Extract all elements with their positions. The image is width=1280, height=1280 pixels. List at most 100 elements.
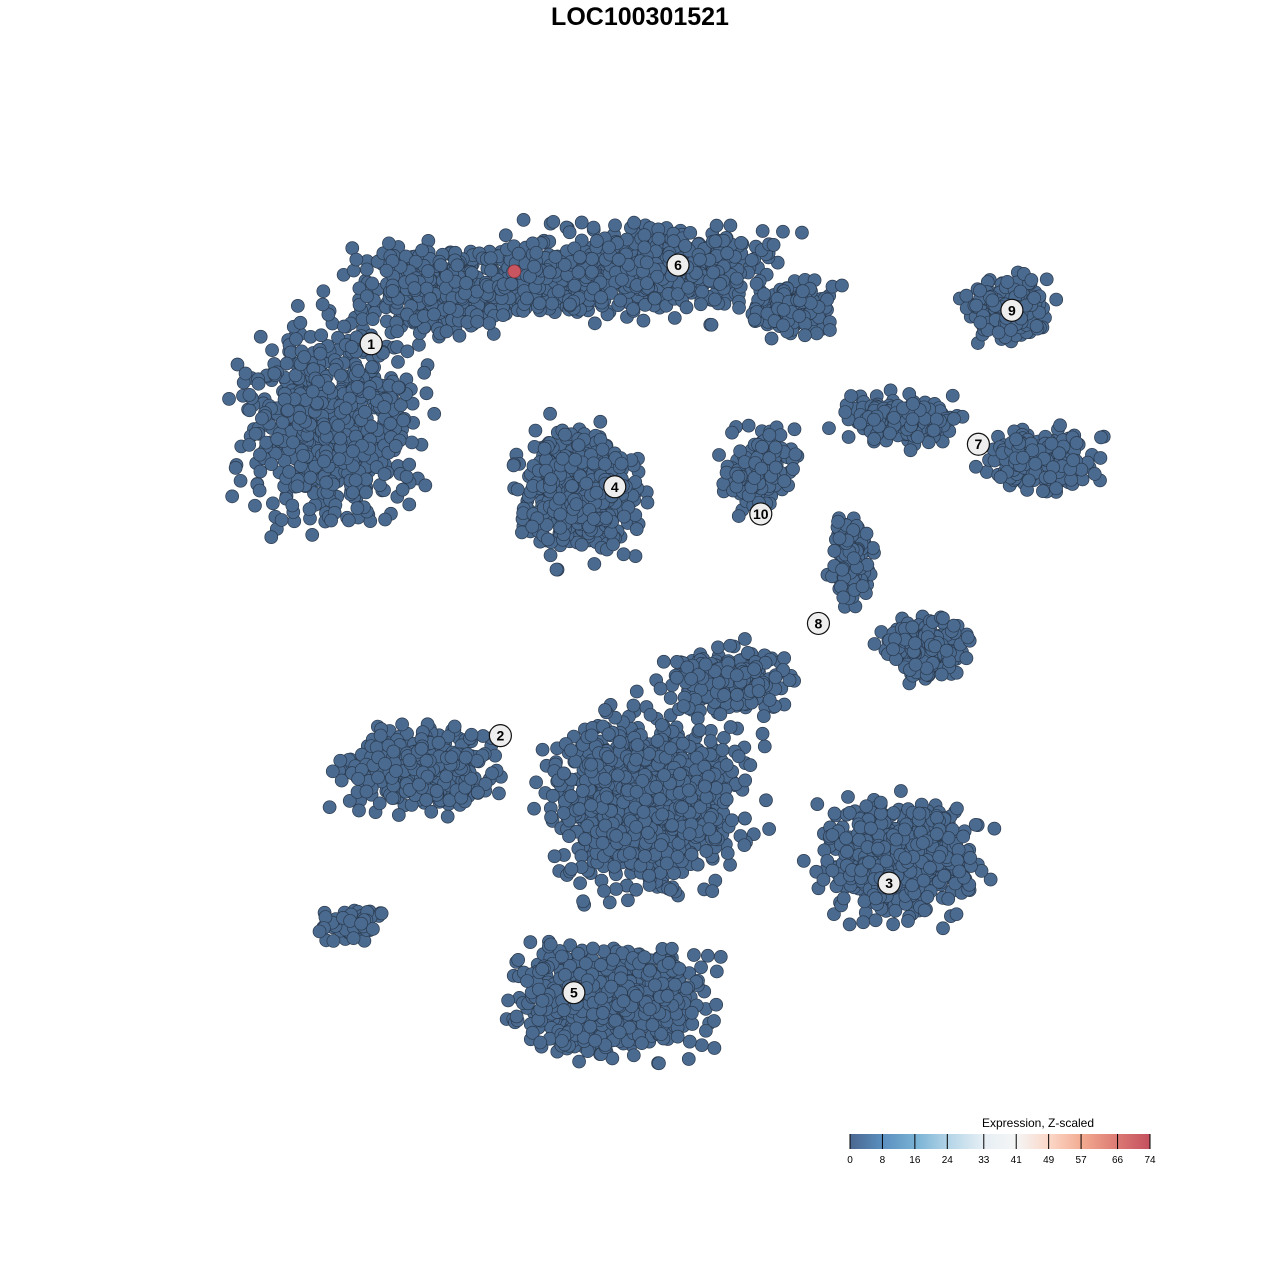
cell-point <box>391 355 405 369</box>
cell-point <box>993 470 1008 484</box>
cell-point <box>279 356 294 371</box>
cell-point <box>628 549 643 563</box>
cell-point <box>391 808 406 822</box>
cell-point <box>614 456 629 471</box>
cell-point <box>680 660 695 675</box>
cell-point <box>762 428 777 442</box>
cell-point <box>391 380 406 395</box>
cell-point <box>626 302 640 316</box>
cell-point <box>1094 430 1108 445</box>
cell-point <box>553 520 568 535</box>
cell-point <box>315 297 330 312</box>
cell-point <box>969 298 984 313</box>
cell-point <box>345 485 360 500</box>
cell-point <box>588 316 602 331</box>
cell-point <box>230 357 245 372</box>
cell-point <box>768 460 783 475</box>
cell-point <box>768 670 783 685</box>
cell-point <box>1021 473 1036 488</box>
cell-point <box>378 512 392 527</box>
cell-point <box>776 302 791 317</box>
cell-point <box>788 447 803 462</box>
cell-point <box>754 461 769 476</box>
cell-point <box>599 511 613 525</box>
cell-point <box>332 452 347 467</box>
cell-point <box>555 451 570 466</box>
cell-point <box>365 312 380 326</box>
cell-point <box>405 435 419 450</box>
cell-point <box>908 636 922 651</box>
cell-point <box>713 276 727 291</box>
cell-point <box>285 498 300 513</box>
cell-point <box>653 681 668 696</box>
cell-point <box>755 726 770 741</box>
cell-point <box>713 707 728 722</box>
cell-point <box>296 449 311 463</box>
cell-point <box>827 544 842 558</box>
cell-point <box>617 509 631 524</box>
cell-point <box>693 252 707 267</box>
cell-point <box>346 444 360 459</box>
cell-point <box>586 456 601 471</box>
cell-point <box>265 496 280 511</box>
cell-point <box>511 246 526 261</box>
cell-point <box>795 284 810 298</box>
cell-point <box>316 284 331 299</box>
cell-point <box>549 562 564 577</box>
cell-point <box>418 478 433 493</box>
cell-point <box>253 447 267 462</box>
cell-point <box>832 531 847 546</box>
cell-point <box>390 324 405 339</box>
cell-point <box>552 491 567 506</box>
cell-point <box>756 709 771 724</box>
cell-point <box>476 729 490 743</box>
cell-point <box>905 412 920 427</box>
cell-point <box>365 360 379 374</box>
cell-point <box>253 464 268 479</box>
cell-point <box>926 423 941 438</box>
cell-point <box>586 220 601 235</box>
cell-point <box>242 403 257 418</box>
cell-point <box>333 753 348 768</box>
cell-point <box>741 418 756 433</box>
cell-point <box>442 301 457 315</box>
cell-point <box>470 785 485 800</box>
cell-point <box>585 252 599 266</box>
cell-point <box>415 243 429 258</box>
cell-point <box>506 458 521 473</box>
cell-point <box>1009 432 1023 447</box>
cell-point <box>615 272 629 287</box>
cell-point <box>751 684 766 698</box>
cell-point <box>248 426 263 441</box>
cell-point <box>412 777 426 792</box>
cell-point <box>706 265 721 280</box>
cell-point <box>822 421 836 436</box>
cell-point <box>844 389 858 403</box>
cell-point <box>717 688 731 702</box>
cell-point <box>732 300 746 315</box>
cell-point <box>439 769 454 784</box>
cell-point <box>749 276 764 291</box>
cell-point <box>498 228 513 243</box>
cell-point <box>528 423 543 438</box>
cell-point <box>611 252 626 267</box>
cell-point <box>946 618 961 633</box>
cell-point <box>571 438 586 453</box>
cell-point <box>1029 319 1044 333</box>
cell-point <box>344 340 359 354</box>
cell-point <box>459 276 474 290</box>
cell-point <box>1049 292 1064 307</box>
cell-point <box>383 416 398 431</box>
cell-point <box>608 218 622 233</box>
cell-point <box>395 482 410 497</box>
cell-point <box>809 326 824 341</box>
cell-point <box>587 557 602 571</box>
cell-point <box>379 263 394 278</box>
cell-point <box>280 403 295 418</box>
cell-point <box>360 289 374 304</box>
cell-point <box>651 231 666 246</box>
cell-point <box>777 474 792 488</box>
cell-point <box>546 214 561 229</box>
cell-point <box>393 398 408 412</box>
cell-point <box>573 876 587 891</box>
